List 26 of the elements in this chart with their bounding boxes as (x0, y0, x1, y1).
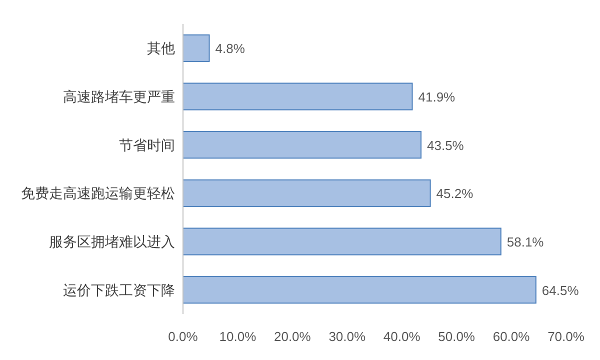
bar (182, 179, 431, 207)
bar (182, 131, 422, 159)
x-tick-label: 70.0% (548, 329, 585, 344)
bar (182, 276, 536, 304)
data-label: 64.5% (542, 282, 580, 298)
bar (182, 34, 210, 62)
data-label: 4.8% (215, 41, 246, 56)
data-label: 41.9% (418, 90, 456, 104)
x-tick-label: 60.0% (492, 329, 530, 344)
data-label: 45.2% (436, 186, 474, 202)
data-label: 58.1% (506, 234, 544, 250)
y-tick-label: 节省时间 (119, 136, 175, 153)
x-tick-label: 20.0% (274, 329, 312, 344)
y-tick-label: 免费走高速跑运输更轻松 (21, 185, 175, 202)
x-tick-label: 50.0% (438, 329, 476, 344)
x-tick-label: 30.0% (328, 329, 366, 344)
x-tick-label: 40.0% (383, 329, 421, 344)
bar (182, 228, 502, 256)
y-tick-label: 高速路堵车更严重 (63, 88, 175, 104)
y-tick-label: 运价下跌工资下降 (63, 282, 175, 298)
bar (182, 82, 413, 110)
x-tick-label: 10.0% (219, 329, 257, 344)
x-tick-label: 0.0% (168, 329, 198, 344)
y-tick-label: 服务区拥堵难以进入 (49, 234, 175, 250)
y-tick-label: 其他 (147, 40, 175, 56)
data-label: 43.5% (427, 138, 464, 153)
